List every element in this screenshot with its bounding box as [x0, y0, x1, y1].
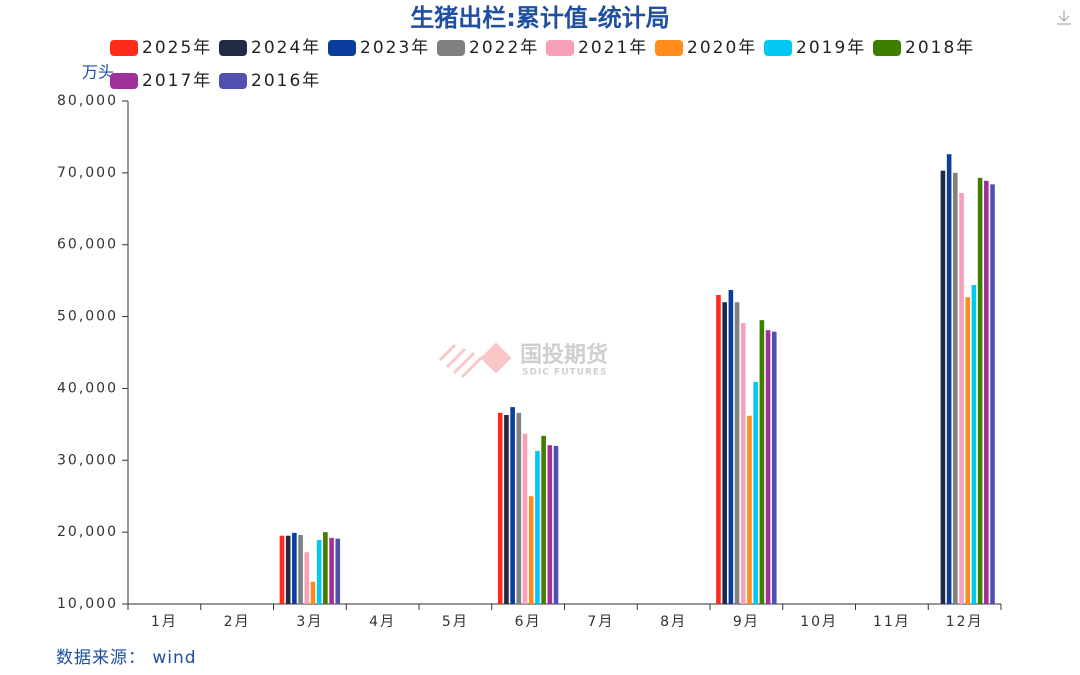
legend-label: 2018年: [905, 38, 975, 58]
bar: [541, 435, 546, 604]
x-tick-label: 5月: [442, 614, 469, 630]
bar: [497, 412, 503, 604]
y-tick-label: 10,000: [57, 596, 118, 612]
legend-label: 2021年: [578, 38, 648, 58]
bar: [722, 302, 727, 604]
legend-swatch: [546, 40, 574, 56]
y-unit: 万头: [82, 63, 114, 82]
watermark: 国投期货 SDIC FUTURES: [438, 342, 608, 379]
bar: [771, 331, 777, 604]
legend-label: 2024年: [251, 38, 321, 58]
bar: [279, 535, 285, 604]
y-tick-label: 20,000: [57, 524, 118, 540]
bar: [329, 537, 334, 604]
legend-swatch: [437, 40, 465, 56]
legend-swatch: [655, 40, 683, 56]
bar: [953, 172, 958, 604]
bar: [759, 320, 765, 604]
bar: [734, 302, 740, 604]
legend-label: 2017年: [142, 71, 212, 91]
watermark-text: 国投期货: [520, 342, 608, 368]
x-tick-label: 2月: [224, 614, 251, 630]
watermark-diamond: [480, 342, 512, 374]
legend-swatch: [219, 40, 247, 56]
bar: [285, 535, 291, 604]
watermark-logo: [438, 343, 484, 379]
y-tick-label: 80,000: [57, 93, 118, 109]
bar: [977, 177, 983, 604]
bar: [753, 381, 758, 604]
y-tick-label: 70,000: [57, 165, 118, 181]
chart-title: 生猪出栏:累计值-统计局: [410, 4, 670, 32]
x-tick-label: 9月: [733, 614, 760, 630]
x-tick-label: 1月: [151, 614, 178, 630]
x-tick-label: 6月: [515, 614, 542, 630]
bar: [528, 496, 534, 604]
bar: [547, 445, 553, 604]
watermark-sub: SDIC FUTURES: [522, 368, 608, 378]
legend-swatch: [219, 73, 247, 89]
bar: [535, 450, 540, 604]
legend-swatch: [328, 40, 356, 56]
bar: [522, 433, 528, 604]
bar: [316, 540, 322, 604]
bar: [304, 552, 310, 604]
bar: [323, 532, 328, 604]
bar: [747, 415, 752, 604]
x-tick-label: 3月: [296, 614, 323, 630]
bar: [716, 295, 721, 604]
x-tick-label: 7月: [587, 614, 614, 630]
x-tick-label: 8月: [660, 614, 687, 630]
legend-swatch: [873, 40, 901, 56]
bar: [510, 407, 515, 604]
bar: [965, 297, 971, 604]
bar: [984, 180, 989, 605]
bar: [310, 581, 316, 604]
bar: [504, 415, 509, 604]
legend-swatch: [764, 40, 792, 56]
bar: [971, 284, 977, 604]
legend-swatch: [110, 73, 138, 89]
bar: [298, 535, 303, 604]
bar: [335, 538, 341, 604]
source: 数据来源： wind: [56, 648, 197, 668]
legend-label: 2025年: [142, 38, 212, 58]
x-tick-label: 12月: [946, 614, 984, 630]
legend-label: 2019年: [796, 38, 866, 58]
bar: [940, 170, 946, 605]
download-icon[interactable]: [1057, 10, 1071, 25]
legend-label: 2020年: [687, 38, 757, 58]
y-tick-label: 50,000: [57, 309, 118, 325]
bar: [516, 412, 522, 604]
legend-label: 2022年: [469, 38, 539, 58]
bar: [990, 184, 995, 604]
bar: [728, 289, 734, 604]
x-tick-label: 4月: [369, 614, 396, 630]
y-tick-label: 40,000: [57, 380, 118, 396]
y-tick-label: 60,000: [57, 237, 118, 253]
bar: [765, 330, 771, 604]
legend-label: 2016年: [251, 71, 321, 91]
legend-swatch: [110, 40, 138, 56]
bar: [946, 154, 952, 604]
bar: [553, 445, 559, 604]
bar: [292, 532, 297, 604]
y-tick-label: 30,000: [57, 452, 118, 468]
x-tick-label: 11月: [873, 614, 911, 630]
bar: [959, 192, 964, 604]
x-tick-label: 10月: [800, 614, 838, 630]
bar: [740, 323, 746, 604]
legend-label: 2023年: [360, 38, 430, 58]
